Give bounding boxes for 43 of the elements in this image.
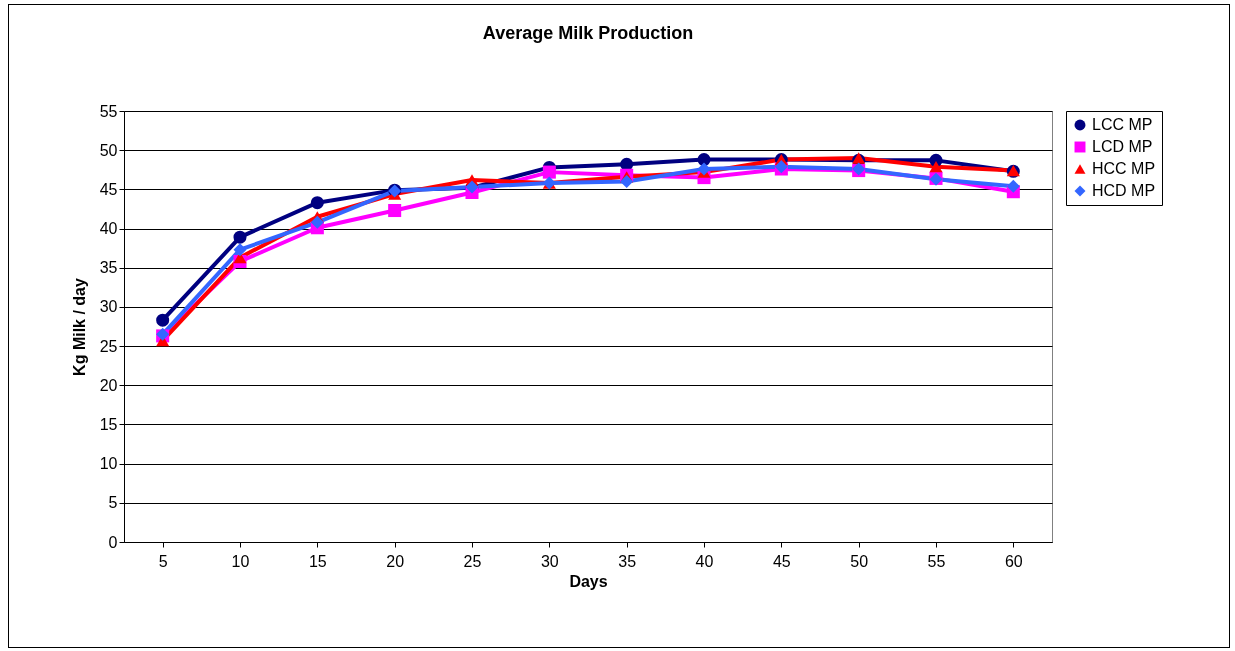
- legend-label: LCC MP: [1092, 116, 1153, 133]
- x-tick-label: 15: [308, 552, 327, 570]
- x-tick-label: 50: [850, 552, 869, 570]
- y-tick-label: 35: [99, 259, 118, 277]
- legend-label: HCC MP: [1092, 160, 1156, 177]
- point: [156, 313, 170, 327]
- point: [233, 230, 247, 244]
- point: [697, 162, 711, 176]
- y-tick-label: 15: [99, 415, 118, 433]
- x-tick-label: 55: [927, 552, 946, 570]
- x-axis-title: Days: [569, 572, 608, 590]
- y-axis-title: Kg Milk / day: [70, 278, 88, 376]
- x-tick-label: 35: [618, 552, 637, 570]
- x-tick-label: 20: [386, 552, 405, 570]
- x-tick-label: 45: [772, 552, 791, 570]
- chart-title: Average Milk Production: [482, 23, 694, 43]
- x-tick-label: 40: [695, 552, 714, 570]
- x-tick-label: 25: [463, 552, 482, 570]
- point: [542, 165, 556, 179]
- point: [233, 243, 247, 257]
- x-tick-label: 5: [158, 552, 168, 570]
- y-tick-label: 40: [99, 220, 118, 238]
- y-tick-label: 5: [108, 494, 118, 512]
- x-tick-label: 30: [540, 552, 559, 570]
- y-tick-label: 30: [99, 298, 118, 316]
- legend-label: HCD MP: [1092, 182, 1156, 199]
- y-tick-label: 45: [99, 180, 118, 198]
- y-tick-label: 25: [99, 337, 118, 355]
- y-tick-label: 20: [99, 376, 118, 394]
- y-tick-label: 0: [108, 533, 118, 551]
- point: [310, 196, 324, 210]
- point: [310, 215, 324, 229]
- point: [620, 157, 634, 171]
- point: [620, 175, 634, 189]
- x-tick-label: 60: [1004, 552, 1023, 570]
- point: [1006, 179, 1020, 193]
- point: [388, 204, 402, 218]
- legend-label: LCD MP: [1092, 138, 1153, 155]
- y-tick-label: 10: [99, 455, 118, 473]
- y-tick-label: 50: [99, 141, 118, 159]
- point: [929, 160, 943, 173]
- x-tick-label: 10: [231, 552, 250, 570]
- y-tick-label: 55: [99, 102, 118, 120]
